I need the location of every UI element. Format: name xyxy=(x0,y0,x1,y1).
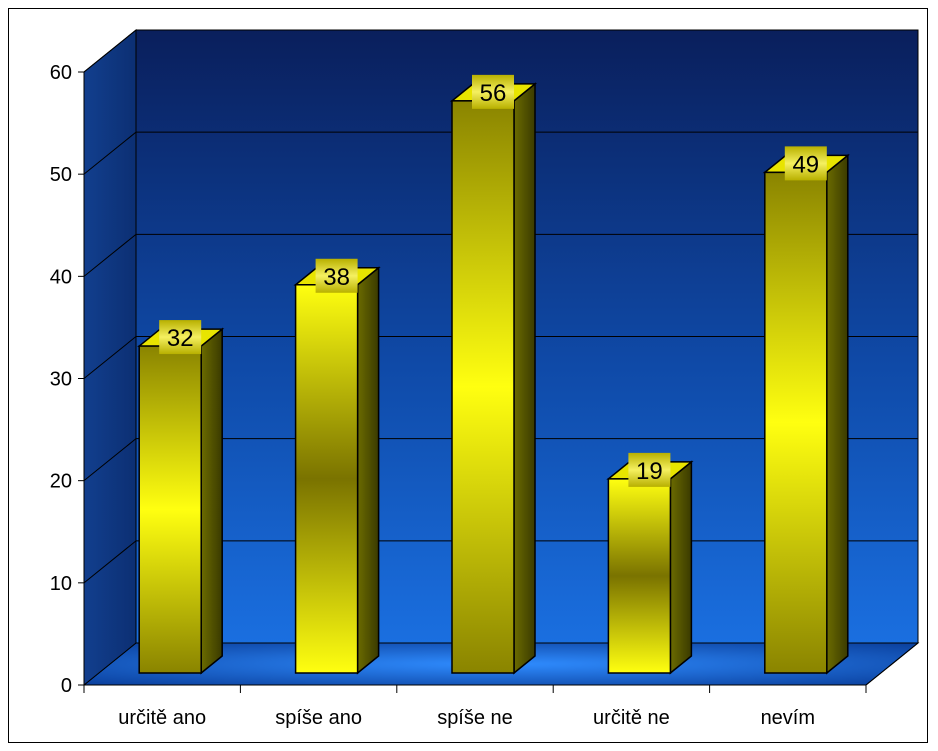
x-tick-label: určitě ano xyxy=(118,707,206,729)
data-label: 56 xyxy=(472,74,514,109)
bar-front xyxy=(451,100,515,674)
bar xyxy=(449,82,538,675)
data-label-text: 56 xyxy=(480,80,507,107)
gridline-side xyxy=(83,233,137,277)
y-tick-label: 30 xyxy=(50,369,72,391)
y-tick-label: 10 xyxy=(50,573,72,595)
bar xyxy=(606,460,694,675)
x-tick-label: určitě ne xyxy=(593,707,670,729)
data-label-bg xyxy=(784,146,827,181)
data-label-bg xyxy=(159,320,202,355)
bar-side xyxy=(200,327,223,675)
data-labels: 32 38 56 19 49 xyxy=(159,74,827,487)
bar-side xyxy=(356,266,380,675)
y-tick-label: 50 xyxy=(50,164,72,186)
data-label: 32 xyxy=(159,320,202,355)
x-tick-label: spíše ne xyxy=(437,707,513,729)
bar xyxy=(762,153,850,675)
bar-side xyxy=(826,153,849,675)
gridline-side xyxy=(83,131,137,175)
data-label-bg xyxy=(315,258,358,293)
bar-front xyxy=(294,284,359,674)
data-label: 49 xyxy=(784,146,827,181)
y-tick-label: 40 xyxy=(50,266,72,288)
data-label-text: 32 xyxy=(167,325,194,352)
data-label-bg xyxy=(628,452,671,487)
x-axis-ticks: určitě ano spíše ano spíše ne určitě ne neví… xyxy=(83,685,867,729)
x-tick-label: spíše ano xyxy=(275,707,362,729)
bar-front xyxy=(607,478,672,674)
data-label-text: 19 xyxy=(636,458,663,485)
x-tick-label: nevím xyxy=(761,707,815,729)
gridline-side xyxy=(83,29,137,73)
bar xyxy=(293,266,381,675)
bar-side xyxy=(513,82,536,675)
gridline-side xyxy=(83,438,137,482)
data-label: 38 xyxy=(315,258,358,293)
gridline-side xyxy=(83,336,137,379)
bar xyxy=(137,327,225,675)
y-tick-label: 20 xyxy=(50,471,72,493)
bar-front xyxy=(138,345,202,674)
bar-side xyxy=(669,460,693,675)
y-axis-ticks: 0 10 20 30 40 50 60 xyxy=(50,62,84,697)
gridline-side xyxy=(83,540,137,584)
bar-front xyxy=(764,171,828,674)
data-label-text: 38 xyxy=(323,264,350,291)
y-tick-label: 60 xyxy=(50,62,72,84)
y-tick-label: 0 xyxy=(61,675,72,697)
data-label-text: 49 xyxy=(792,151,819,178)
data-label: 19 xyxy=(628,452,671,487)
floor-edge xyxy=(865,642,919,686)
data-label-bg xyxy=(472,74,514,109)
